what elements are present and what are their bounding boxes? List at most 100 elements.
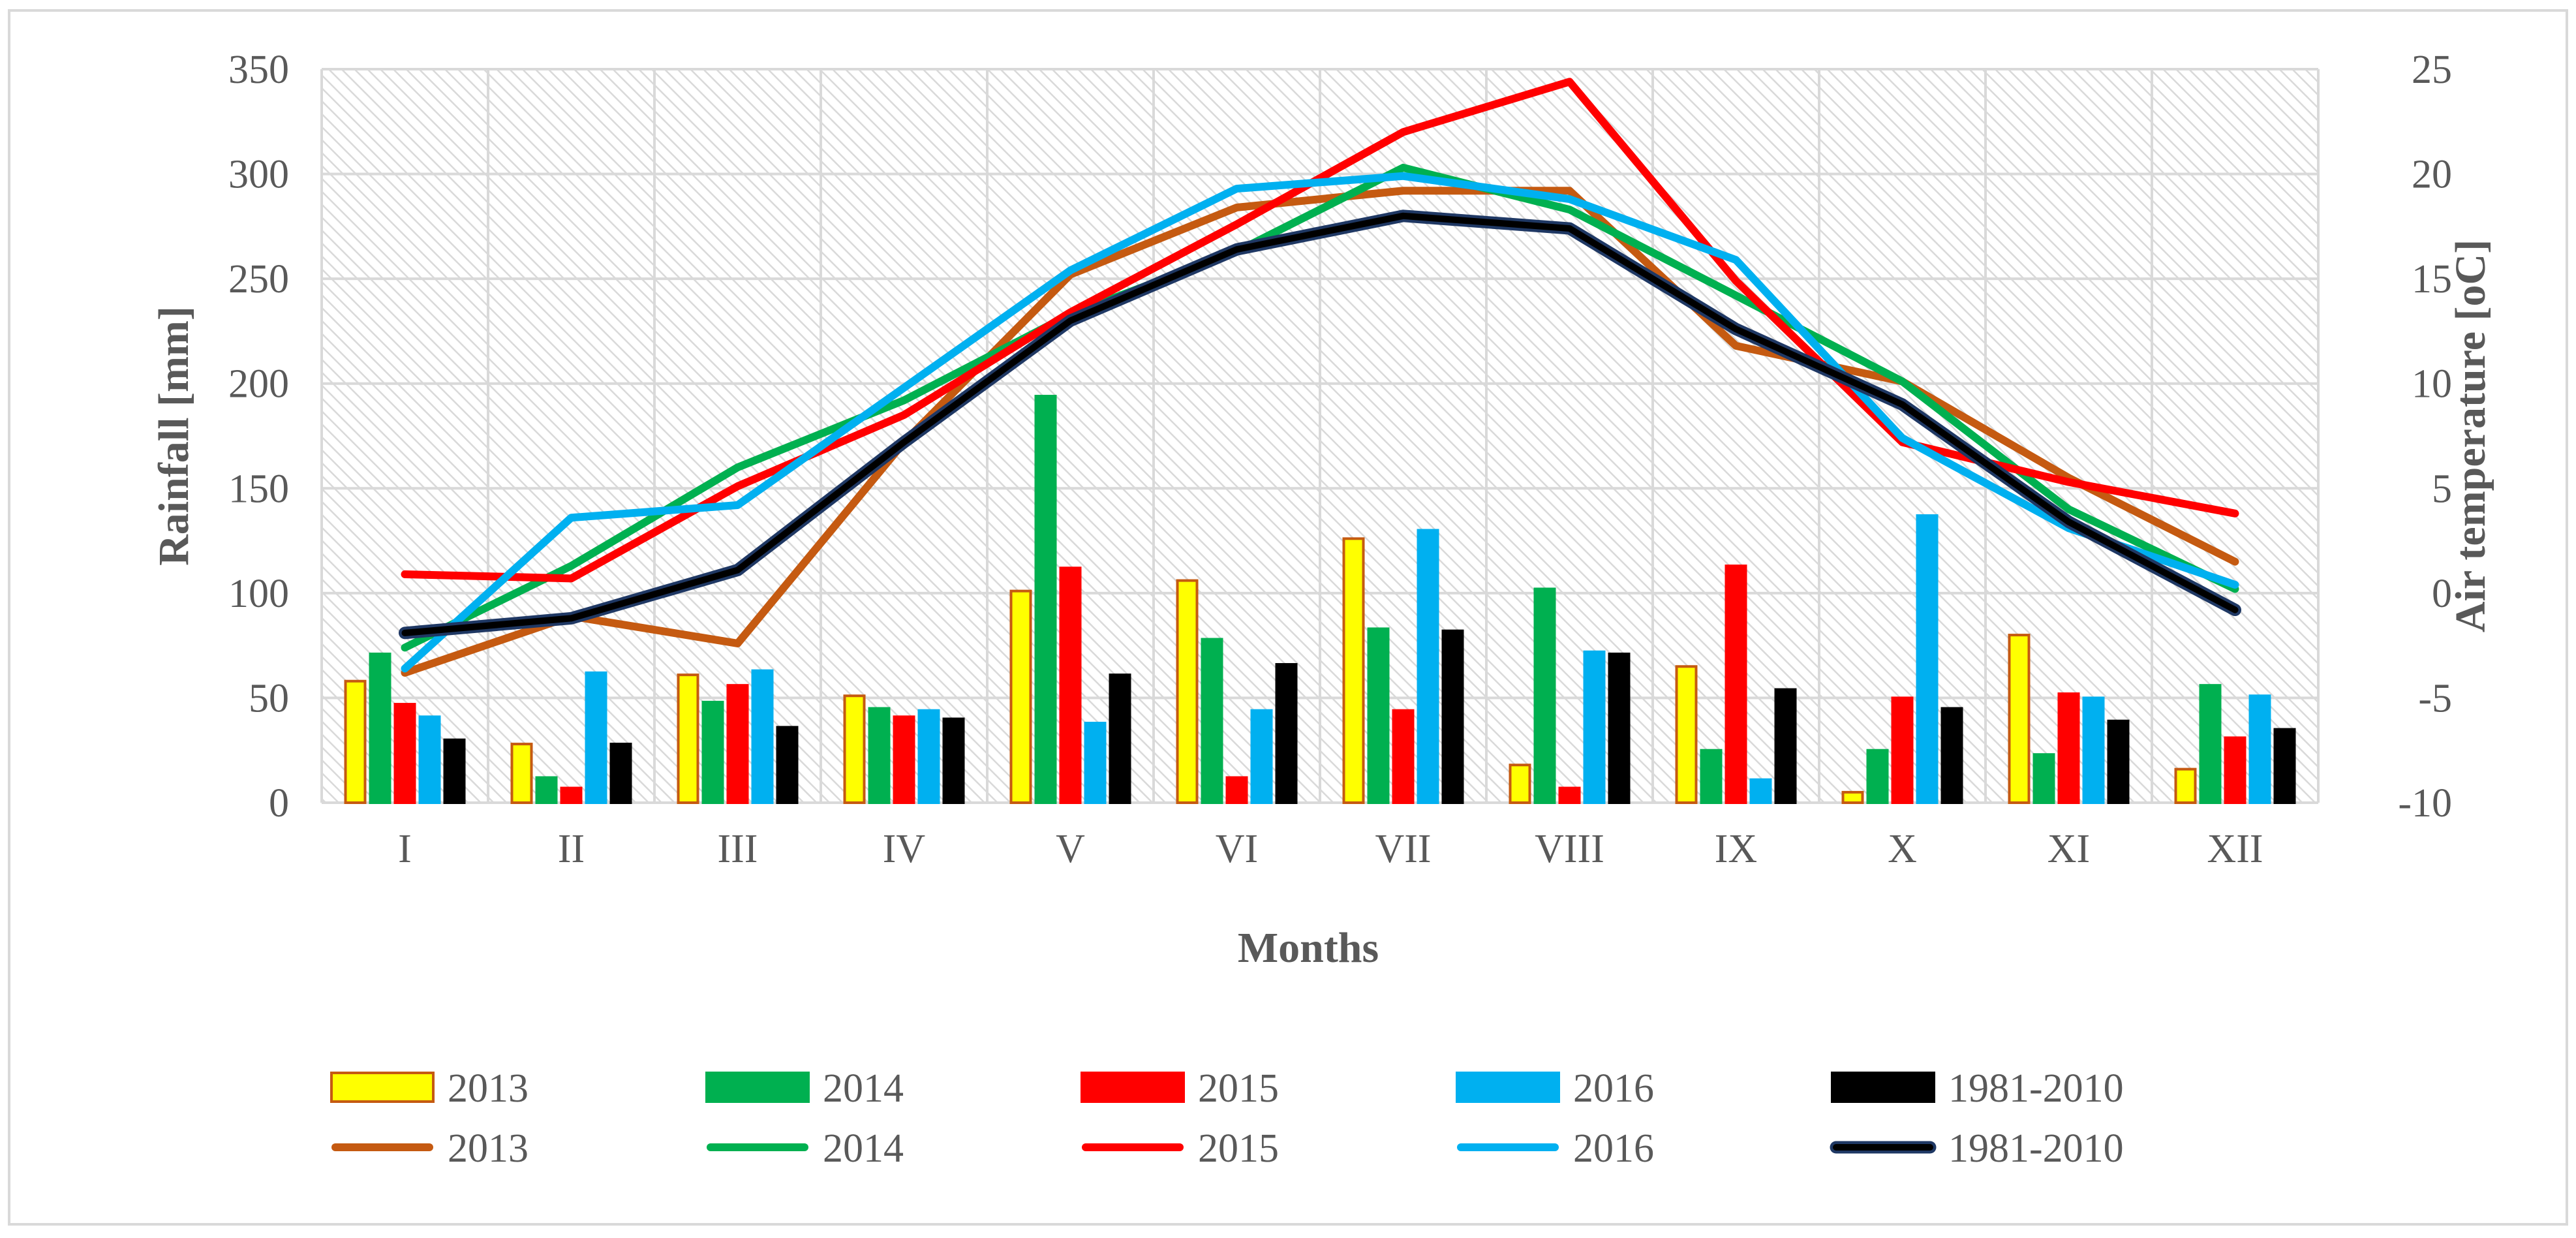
temperature-line-2013 bbox=[401, 187, 2239, 677]
right-axis-tick-label: -5 bbox=[2418, 676, 2452, 720]
bar-2014-II bbox=[535, 776, 558, 805]
right-axis-ticks: -10 -5 0 5 10 15 20 25 bbox=[2398, 48, 2452, 826]
legend: 2013 2014 2015 2016 1981-2010 2013 2014 2015 201… bbox=[330, 1066, 2124, 1171]
bar-2016-II bbox=[585, 671, 607, 805]
bar-2016-IX bbox=[1749, 778, 1772, 805]
bar-2014-X bbox=[1866, 749, 1889, 804]
left-axis-tick-label: 100 bbox=[228, 572, 289, 616]
right-axis-tick-label: 15 bbox=[2412, 257, 2452, 302]
left-axis-tick-label: 300 bbox=[228, 153, 289, 197]
legend-label-line-2016: 2016 bbox=[1573, 1126, 1654, 1171]
left-axis-tick-label: 0 bbox=[269, 781, 289, 826]
bar-2015-XII bbox=[2224, 736, 2246, 804]
bar-2014-VIII bbox=[1533, 587, 1556, 804]
left-axis-tick-label: 250 bbox=[228, 257, 289, 302]
bar-2014-III bbox=[701, 700, 724, 805]
temperature-line-1981-2010 bbox=[401, 212, 2239, 636]
legend-label-bar-2015: 2015 bbox=[1198, 1066, 1279, 1111]
bar-1981-2010-XII bbox=[2273, 728, 2296, 804]
right-axis-tick-label: 20 bbox=[2412, 153, 2452, 197]
bar-2013-V bbox=[1009, 589, 1032, 804]
left-axis-ticks: 0 50 100 150 200 250 300 350 bbox=[228, 48, 289, 826]
x-axis-tick-label: VIII bbox=[1535, 827, 1604, 871]
x-axis-tick-label: IV bbox=[883, 827, 926, 871]
bar-series-group bbox=[344, 394, 2296, 805]
bar-1981-2010-IV bbox=[942, 717, 965, 804]
bar-1981-2010-I bbox=[443, 738, 466, 804]
bar-2013-X bbox=[1841, 790, 1864, 805]
left-axis-tick-label: 50 bbox=[249, 676, 289, 720]
bar-1981-2010-VII bbox=[1441, 629, 1464, 804]
left-axis-tick-label: 350 bbox=[228, 48, 289, 92]
x-axis-tick-label: I bbox=[398, 827, 412, 871]
bar-2016-I bbox=[418, 715, 441, 804]
bar-2016-XII bbox=[2248, 694, 2271, 805]
legend-swatch-bar-2016 bbox=[1456, 1072, 1560, 1103]
x-axis-tick-label: II bbox=[558, 827, 585, 871]
bar-2015-IX bbox=[1725, 565, 1747, 804]
bar-2013-IV bbox=[843, 694, 866, 805]
temperature-line-2014 bbox=[401, 163, 2239, 652]
bar-1981-2010-II bbox=[609, 743, 632, 804]
bar-2014-VII bbox=[1367, 627, 1390, 804]
bar-2015-III bbox=[726, 684, 749, 805]
bar-2013-III bbox=[677, 673, 699, 805]
bar-2016-VIII bbox=[1583, 650, 1606, 805]
right-axis-tick-label: -10 bbox=[2398, 781, 2452, 826]
bar-2016-XI bbox=[2082, 696, 2105, 805]
bar-2015-VI bbox=[1225, 776, 1248, 805]
bar-2016-VI bbox=[1250, 709, 1273, 804]
bar-2016-III bbox=[751, 669, 774, 805]
bar-2015-I bbox=[393, 703, 416, 805]
bar-2014-VI bbox=[1201, 638, 1223, 804]
bar-2015-V bbox=[1059, 566, 1082, 804]
bar-2016-IV bbox=[917, 709, 940, 804]
x-axis-tick-label: IX bbox=[1715, 827, 1757, 871]
bar-2016-VII bbox=[1417, 529, 1439, 804]
legend-swatch-bar-2013 bbox=[330, 1072, 435, 1103]
legend-label-bar-2014: 2014 bbox=[823, 1066, 904, 1111]
x-axis-title: Months bbox=[1238, 924, 1379, 972]
bar-2016-V bbox=[1084, 721, 1107, 804]
bar-2016-X bbox=[1916, 514, 1939, 805]
bar-1981-2010-IX bbox=[1774, 688, 1797, 805]
bar-2015-II bbox=[560, 786, 583, 805]
bar-1981-2010-VIII bbox=[1608, 652, 1631, 805]
x-axis-tick-label: XI bbox=[2047, 827, 2090, 871]
x-axis-tick-label: VII bbox=[1375, 827, 1431, 871]
bar-1981-2010-III bbox=[776, 726, 799, 804]
legend-swatch-bar-2015 bbox=[1081, 1072, 1185, 1103]
left-axis-tick-label: 200 bbox=[228, 362, 289, 407]
bar-2014-I bbox=[369, 652, 391, 805]
right-axis-tick-label: 25 bbox=[2412, 48, 2452, 92]
bar-1981-2010-VI bbox=[1275, 663, 1298, 804]
y-axis-title: Rainfall [mm] bbox=[150, 306, 198, 566]
legend-label-line-2015: 2015 bbox=[1198, 1126, 1279, 1171]
bar-1981-2010-XI bbox=[2107, 719, 2130, 804]
legend-swatch-bar-2014 bbox=[705, 1072, 810, 1103]
x-axis-tick-label: VI bbox=[1216, 827, 1258, 871]
legend-swatch-bar-1981-2010 bbox=[1831, 1072, 1935, 1103]
bar-2015-X bbox=[1891, 696, 1914, 805]
bar-2015-VII bbox=[1392, 709, 1415, 804]
bar-2014-V bbox=[1034, 394, 1057, 804]
x-axis-ticks: I II III IV V VI VII VIII IX X XI XII bbox=[398, 827, 2263, 871]
bar-2014-IV bbox=[868, 707, 891, 804]
x-axis-tick-label: V bbox=[1056, 827, 1085, 871]
legend-label-bar-2013: 2013 bbox=[448, 1066, 529, 1111]
x-axis-tick-label: III bbox=[718, 827, 758, 871]
bar-2014-XII bbox=[2199, 684, 2222, 805]
bar-2015-XI bbox=[2057, 692, 2080, 805]
bar-2013-IX bbox=[1675, 665, 1698, 804]
right-axis-tick-label: 10 bbox=[2412, 362, 2452, 407]
bar-2014-IX bbox=[1700, 749, 1723, 804]
bar-2013-XII bbox=[2174, 767, 2197, 805]
bar-2013-I bbox=[344, 679, 367, 805]
legend-label-line-2014: 2014 bbox=[823, 1126, 904, 1171]
legend-label-bar-2016: 2016 bbox=[1573, 1066, 1654, 1111]
bar-2014-XI bbox=[2032, 753, 2055, 804]
right-axis-tick-label: 5 bbox=[2432, 467, 2452, 511]
x-axis-tick-label: X bbox=[1888, 827, 1917, 871]
bar-2013-VIII bbox=[1509, 764, 1531, 805]
line-series-group bbox=[399, 78, 2241, 677]
